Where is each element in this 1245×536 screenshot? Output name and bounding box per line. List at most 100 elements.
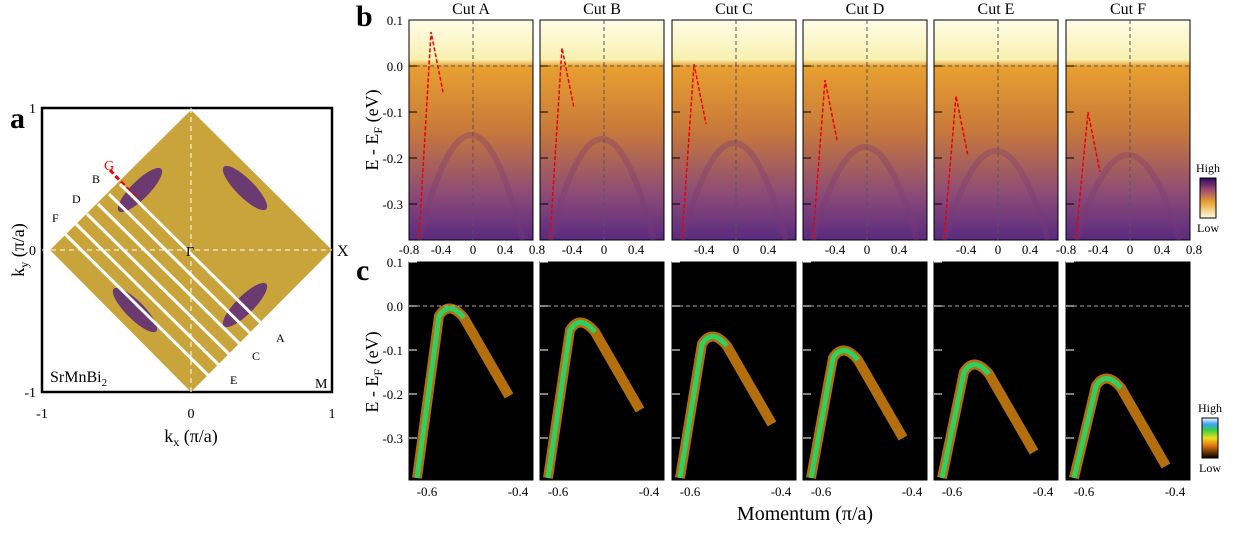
- cut-title: Cut C: [715, 1, 753, 18]
- colorbar: [1201, 417, 1219, 459]
- x-tick-label: -0.4: [1088, 242, 1109, 257]
- cut-title: Cut A: [452, 1, 490, 18]
- arpes-map: [671, 19, 797, 241]
- x-tick-label: -0.8: [399, 242, 420, 257]
- x-tick-label: 0.8: [1186, 242, 1202, 257]
- panel-label: b: [356, 0, 373, 33]
- point-label: X: [337, 243, 349, 260]
- x-tick-label: 0: [601, 242, 608, 257]
- band-core: [808, 348, 860, 479]
- curvature-map: [539, 261, 665, 481]
- y-tick-label: 0.0: [387, 299, 403, 314]
- sample-label: SrMnBi2: [50, 369, 107, 389]
- axis-main: k: [164, 426, 173, 446]
- fermi-map: [50, 110, 332, 392]
- x-tick-label: 0: [1127, 242, 1134, 257]
- cut-line: [85, 212, 239, 364]
- colorbar: [1199, 177, 1217, 219]
- x-tick-label: 0: [995, 242, 1002, 257]
- cut-label: D: [72, 192, 81, 206]
- arpes-map: [933, 19, 1059, 241]
- x-tick-label: -0.4: [956, 242, 977, 257]
- y-tick-label: 0.0: [387, 59, 403, 74]
- x-tick-label: 1: [329, 407, 336, 422]
- colorbar-label: Low: [1197, 221, 1219, 235]
- x-tick-label: 0.8: [529, 242, 545, 257]
- cut-line: [118, 182, 272, 334]
- point-label: M: [315, 377, 328, 392]
- axis-rest: (eV): [362, 331, 383, 368]
- y-tick-label: -0.2: [382, 151, 403, 166]
- cut-line: [96, 202, 250, 354]
- x-tick-label: -0.4: [1033, 484, 1054, 499]
- x-tick-label: -0.4: [639, 484, 660, 499]
- x-tick-label: -0.4: [1165, 484, 1186, 499]
- band-core: [939, 362, 991, 479]
- band-core: [545, 320, 597, 479]
- x-tick-label: 0.4: [760, 242, 777, 257]
- cut-label: A: [276, 331, 285, 345]
- y-tick-label: -1: [24, 386, 36, 401]
- x-tick-label: 0.4: [1022, 242, 1039, 257]
- cut-title: Cut B: [583, 1, 621, 18]
- point-label: Γ: [186, 245, 194, 260]
- cut-label: B: [92, 172, 100, 186]
- axis-sub: F: [371, 127, 385, 134]
- x-tick-label: 0: [470, 242, 477, 257]
- x-tick-label: 0: [188, 407, 195, 422]
- fit-line: [943, 95, 969, 239]
- y-axis-title: E - EF (eV): [362, 331, 385, 412]
- x-tick-label: -0.6: [417, 484, 438, 499]
- cut-g: [108, 168, 140, 202]
- cut-title: Cut F: [1110, 1, 1146, 18]
- axis-main: k: [8, 268, 28, 277]
- x-tick-label: -0.4: [508, 484, 529, 499]
- fit-line: [681, 63, 707, 239]
- x-tick-label: -1: [36, 407, 48, 422]
- axis-sub: y: [17, 262, 31, 268]
- cut-line: [63, 232, 217, 384]
- x-tick-label: 0.4: [628, 242, 645, 257]
- x-tick-label: 0: [864, 242, 871, 257]
- dispersion: [941, 148, 1051, 241]
- dispersion: [679, 140, 789, 241]
- cut-label: F: [52, 211, 59, 225]
- pocket: [222, 165, 268, 211]
- x-tick-label: -0.4: [562, 242, 583, 257]
- axis-rest: (eV): [362, 89, 383, 126]
- cut-title: Cut E: [978, 1, 1015, 18]
- axis-sub: x: [173, 435, 179, 449]
- cut-label: C: [252, 349, 260, 363]
- x-tick-label: -0.6: [942, 484, 963, 499]
- band-core: [677, 334, 729, 479]
- x-tick-label: 0.4: [1154, 242, 1171, 257]
- y-tick-label: 0.1: [387, 13, 403, 28]
- pocket: [112, 287, 158, 333]
- x-axis-title: Momentum (π/a): [737, 503, 873, 525]
- y-axis-title: E - EF (eV): [362, 89, 385, 170]
- band-core: [414, 306, 466, 479]
- curvature-map: [671, 261, 797, 481]
- dispersion: [547, 136, 657, 241]
- fit-line: [549, 47, 575, 239]
- band-core: [1071, 376, 1123, 479]
- y-tick-label: 0: [29, 244, 36, 259]
- fit-line: [812, 79, 838, 239]
- dispersion: [810, 144, 920, 241]
- y-tick-label: -0.3: [382, 431, 403, 446]
- x-tick-label: -0.8: [1056, 242, 1077, 257]
- x-tick-label: 0.4: [497, 242, 514, 257]
- dispersion: [1073, 152, 1183, 241]
- fit-line: [418, 31, 444, 239]
- x-tick-label: -0.6: [680, 484, 701, 499]
- x-tick-label: -0.4: [902, 484, 923, 499]
- sample-name: SrMnBi: [50, 369, 102, 386]
- arpes-map: [539, 19, 665, 241]
- x-tick-label: -0.4: [771, 484, 792, 499]
- y-tick-label: -0.3: [382, 197, 403, 212]
- x-tick-label: -0.6: [811, 484, 832, 499]
- cut-title: Cut D: [846, 1, 885, 18]
- y-tick-label: -0.1: [382, 105, 403, 120]
- cut-label: E: [230, 373, 237, 387]
